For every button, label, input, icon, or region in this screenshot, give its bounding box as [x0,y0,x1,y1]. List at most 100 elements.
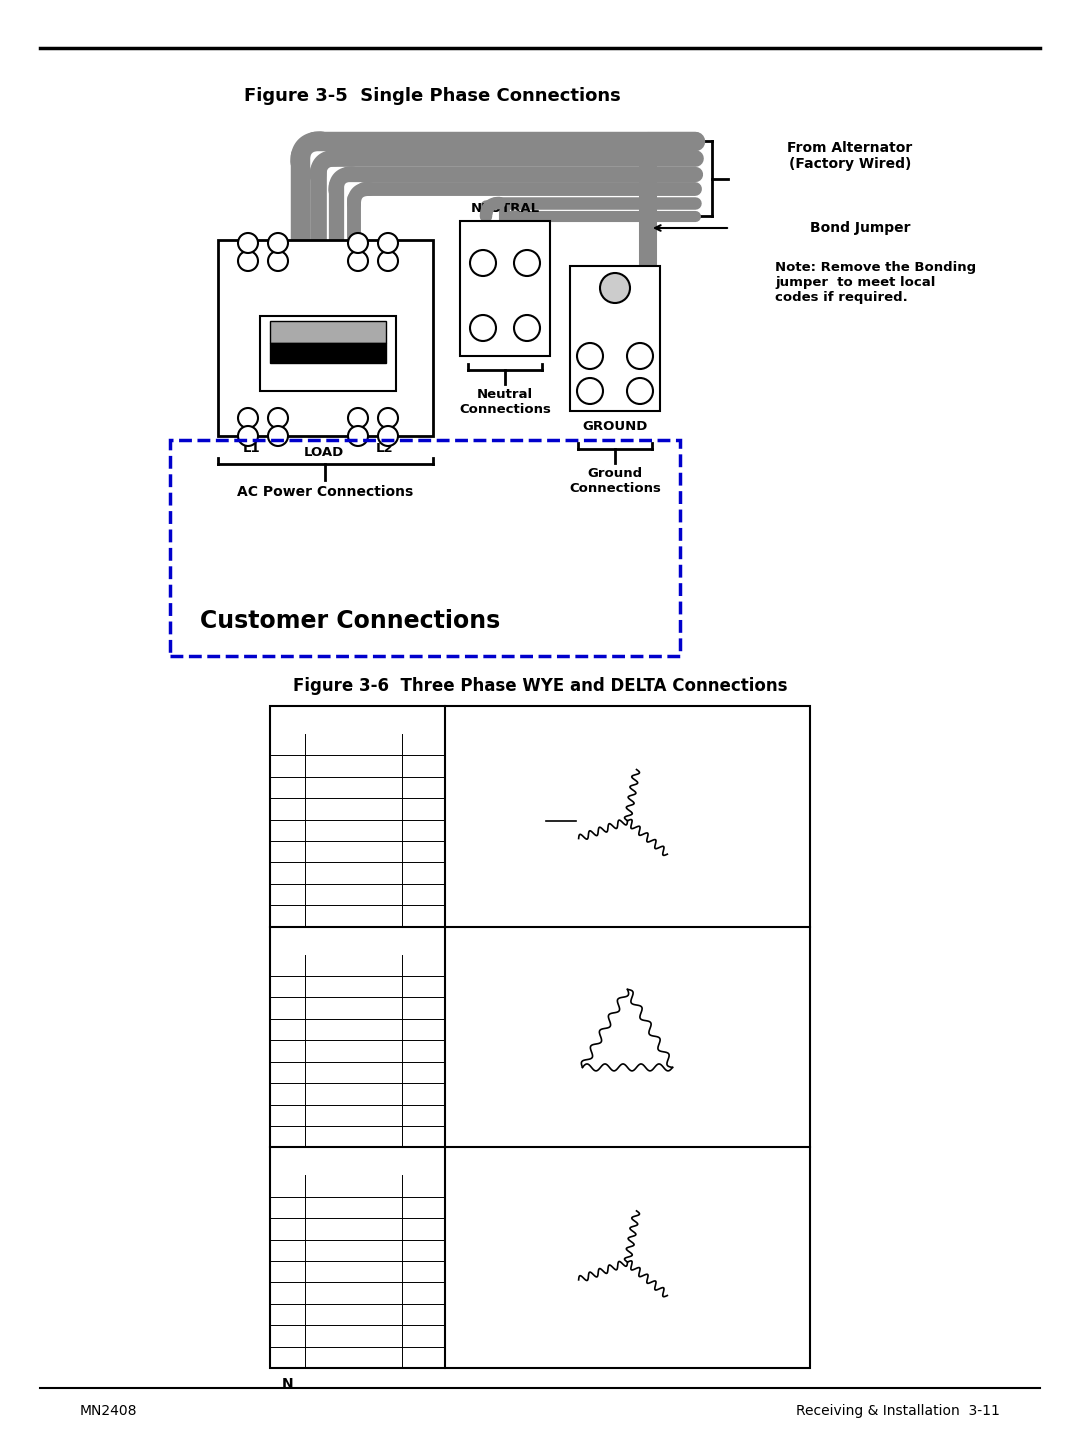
Text: N: N [282,1377,294,1391]
Text: U6, V6, W6: U6, V6, W6 [324,826,382,836]
Text: Customer Connections: Customer Connections [200,609,500,633]
Circle shape [238,408,258,428]
Text: V L-N / V L-L
120/240 VOLT: V L-N / V L-L 120/240 VOLT [457,956,529,978]
Text: W1, V6: W1, V6 [335,1025,373,1034]
Circle shape [627,378,653,404]
Circle shape [348,408,368,428]
Text: From Alternator
(Factory Wired): From Alternator (Factory Wired) [787,141,913,171]
Text: D: D [283,1045,292,1055]
Circle shape [378,251,399,271]
Text: L2: L2 [280,781,295,794]
Text: N: N [624,1103,631,1113]
Text: L1: L1 [243,441,260,455]
Text: E: E [284,1067,291,1077]
Text: L3: L3 [280,803,295,816]
Text: E: E [284,847,291,857]
Text: V L-N / V L-L
120/208 VOLT
139/240 VOLT: V L-N / V L-L 120/208 VOLT 139/240 VOLT [455,1175,527,1209]
Text: MN2408: MN2408 [80,1404,137,1417]
Text: Note: Remove the Bonding
jumper  to meet local
codes if required.: Note: Remove the Bonding jumper to meet … [775,261,976,304]
Text: V1: V1 [347,783,361,793]
Text: L2: L2 [678,1067,691,1077]
Text: 3 (7030): 3 (7030) [402,1025,446,1034]
Text: L3: L3 [559,839,572,849]
Text: W1, W5: W1, W5 [334,1310,374,1320]
Text: Term
Block: Term Block [276,1176,299,1196]
Text: N: N [534,816,541,826]
Text: Parallel   WYE: Parallel WYE [305,1155,409,1169]
Text: U1, U5: U1, U5 [336,1353,370,1363]
Text: V2, V5: V2, V5 [337,869,370,879]
Text: Gen Lead: Gen Lead [334,961,374,969]
Text: V L-N / V L-L
120/208 VOLT
139/240 VOLT: V L-N / V L-L 120/208 VOLT 139/240 VOLT [457,1178,529,1211]
Text: L1: L1 [280,760,295,773]
Circle shape [514,314,540,340]
Text: H: H [284,1132,292,1142]
Circle shape [470,250,496,276]
Text: U2, U5: U2, U5 [336,1067,370,1077]
Text: F: F [284,869,291,879]
Circle shape [268,251,288,271]
Text: Ground
Connections: Ground Connections [569,467,661,495]
Text: L2: L2 [376,441,394,455]
Circle shape [238,251,258,271]
Bar [170,439,680,656]
Text: Gen Lead: Gen Lead [334,1182,374,1190]
Text: GROUND: GROUND [582,419,648,432]
Text: 2: 2 [420,1353,427,1363]
Circle shape [378,233,399,253]
Text: NO LEAD: NO LEAD [330,1223,377,1234]
Text: NO LEAD: NO LEAD [330,1202,377,1212]
Text: NEUTRAL: NEUTRAL [471,202,540,215]
Circle shape [268,426,288,447]
Bar [270,343,386,363]
Text: N: N [283,1287,293,1300]
Text: W2, W5: W2, W5 [334,889,374,899]
Circle shape [238,233,258,253]
Text: U6, V1: U6, V1 [336,1004,370,1014]
Text: W2, W6, V2: W2, W6, V2 [323,1267,383,1277]
Text: Neutral
Connections: Neutral Connections [459,388,551,416]
Circle shape [378,426,399,447]
Circle shape [268,233,288,253]
Text: L1: L1 [280,981,295,994]
Circle shape [600,273,630,303]
Text: Term
Block: Term Block [276,735,299,754]
Text: Bond Jumper: Bond Jumper [810,221,910,236]
Text: L1: L1 [280,1351,295,1364]
Text: L1: L1 [633,751,646,761]
Text: Series  Delta: Series Delta [308,933,406,948]
Text: NO LEAD: NO LEAD [330,1245,377,1255]
Text: L1: L1 [629,972,642,982]
Text: REGULATOR
Lead: REGULATOR Lead [397,956,449,975]
Text: N: N [606,1262,613,1272]
Text: REGULATOR
Lead: REGULATOR Lead [397,1176,449,1196]
Text: 3: 3 [420,869,427,879]
Bar [260,316,396,391]
Text: L3: L3 [564,1067,577,1077]
Text: L3: L3 [559,1279,572,1290]
Bar [570,266,660,411]
Bar [218,240,433,437]
Text: 2: 2 [420,847,427,857]
Circle shape [348,233,368,253]
Circle shape [514,250,540,276]
Text: V L-N / V L-L
120/208 VOLT
139/240 VOLT: V L-N / V L-L 120/208 VOLT 139/240 VOLT [460,1192,532,1225]
Text: V1, V5: V1, V5 [337,1331,370,1341]
Text: W6, U1: W6, U1 [335,982,373,992]
Text: L2: L2 [280,1002,295,1015]
Text: F2 PINOUT
Lead: F2 PINOUT Lead [402,735,446,754]
Circle shape [627,343,653,369]
Text: U2, U5: U2, U5 [336,847,370,857]
Text: L2: L2 [672,859,685,869]
Text: 3: 3 [420,1331,427,1341]
Text: L2: L2 [672,1300,685,1310]
Bar [270,707,810,1369]
Text: H: H [284,910,292,920]
Circle shape [238,426,258,447]
Text: V L-N / Y L-L
277/480 VOLT
240/416 VOLT: V L-N / Y L-L 277/480 VOLT 240/416 VOLT [457,737,529,770]
Text: C: C [284,1245,292,1255]
Text: Term
Block: Term Block [276,956,299,975]
Text: LOAD: LOAD [303,445,345,458]
Text: L2: L2 [280,1330,295,1343]
Text: (7030): (7030) [406,889,441,899]
